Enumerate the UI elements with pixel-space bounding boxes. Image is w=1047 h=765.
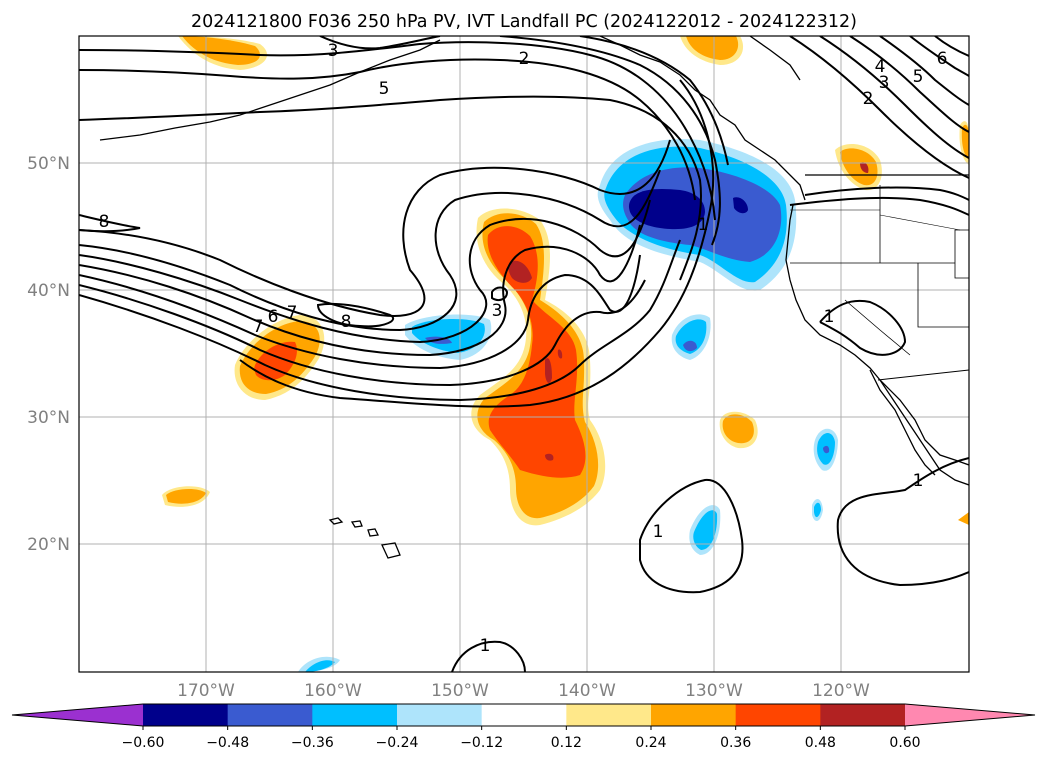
- contour-label: 1: [913, 471, 924, 491]
- colorbar-extend-low: [12, 704, 143, 726]
- colorbar-tick-label: −0.60: [122, 735, 165, 751]
- contour-label: 6: [268, 307, 279, 327]
- contour-label: 3: [328, 41, 339, 61]
- contour-label: 5: [379, 79, 390, 99]
- colorbar-tick-label: 0.12: [551, 735, 582, 751]
- contour-label: 5: [913, 67, 924, 87]
- colorbar-segment: [143, 704, 229, 726]
- lon-label: 130°W: [685, 681, 743, 701]
- negative-anomaly-core2: [733, 197, 748, 214]
- lon-label: 170°W: [177, 681, 235, 701]
- lat-label: 30°N: [27, 408, 70, 428]
- map-frame: [78, 35, 970, 673]
- lon-label: 140°W: [558, 681, 616, 701]
- colorbar-tick-label: 0.48: [805, 735, 836, 751]
- positive-anomaly-inner: [487, 226, 586, 478]
- colorbar-segment: [312, 704, 398, 726]
- lon-label: 160°W: [304, 681, 362, 701]
- lat-label: 40°N: [27, 281, 70, 301]
- lat-label: 50°N: [27, 154, 70, 174]
- contour-label: 1: [653, 522, 664, 542]
- contour-label: 1: [824, 307, 835, 327]
- contour-label: 8: [341, 312, 352, 332]
- contour-label: 3: [492, 301, 503, 321]
- coastlines: [99, 36, 969, 559]
- colorbar-tick-label: −0.12: [460, 735, 503, 751]
- colorbar: −0.60 −0.48 −0.36 −0.24 −0.12 0.12 0.24 0.36 0.4…: [11, 703, 1036, 751]
- longitude-labels: 170°W 160°W 150°W 140°W 130°W 120°W: [177, 681, 870, 701]
- pv-contour-labels: 2 3 5 8 6 7 7 8 3 1 1 1 1 1 2 3 4 5 6: [99, 41, 948, 656]
- colorbar-segment: [227, 704, 313, 726]
- colorbar-tick-label: 0.36: [720, 735, 751, 751]
- contour-label: 2: [863, 89, 874, 109]
- contour-label: 4: [875, 57, 886, 77]
- contour-label: 8: [99, 212, 110, 232]
- colorbar-tick-label: −0.36: [291, 735, 334, 751]
- colorbar-segment: [481, 704, 567, 726]
- contour-label: 1: [698, 215, 709, 235]
- colorbar-tick-label: −0.24: [376, 735, 419, 751]
- contour-label: 1: [480, 636, 491, 656]
- contour-label: 6: [937, 49, 948, 69]
- map-gridlines: [79, 36, 969, 672]
- lat-label: 20°N: [27, 535, 70, 555]
- colorbar-extend-high: [905, 704, 1035, 726]
- latitude-labels: 50°N 40°N 30°N 20°N: [27, 154, 70, 555]
- colorbar-segment: [735, 704, 821, 726]
- pv-contours: [79, 36, 969, 672]
- contour-label: 2: [519, 49, 530, 69]
- positive-anomaly-core: [508, 260, 532, 283]
- colorbar-tick-label: 0.24: [635, 735, 666, 751]
- colorbar-tick-label: −0.48: [206, 735, 249, 751]
- contour-label: 7: [287, 303, 298, 323]
- colorbar-segment: [397, 704, 483, 726]
- colorbar-segment: [651, 704, 737, 726]
- map-title: 2024121800 F036 250 hPa PV, IVT Landfall…: [191, 12, 857, 32]
- negative-anomaly-central-mid: [412, 318, 485, 353]
- colorbar-segment: [566, 704, 652, 726]
- lon-label: 150°W: [431, 681, 489, 701]
- lon-label: 120°W: [812, 681, 870, 701]
- colorbar-segment: [820, 704, 906, 726]
- map-panel: 2 3 5 8 6 7 7 8 3 1 1 1 1 1 2 3 4 5 6: [79, 36, 969, 672]
- contour-label: 3: [879, 73, 890, 93]
- contour-label: 7: [253, 317, 264, 337]
- colorbar-tick-label: 0.60: [889, 735, 920, 751]
